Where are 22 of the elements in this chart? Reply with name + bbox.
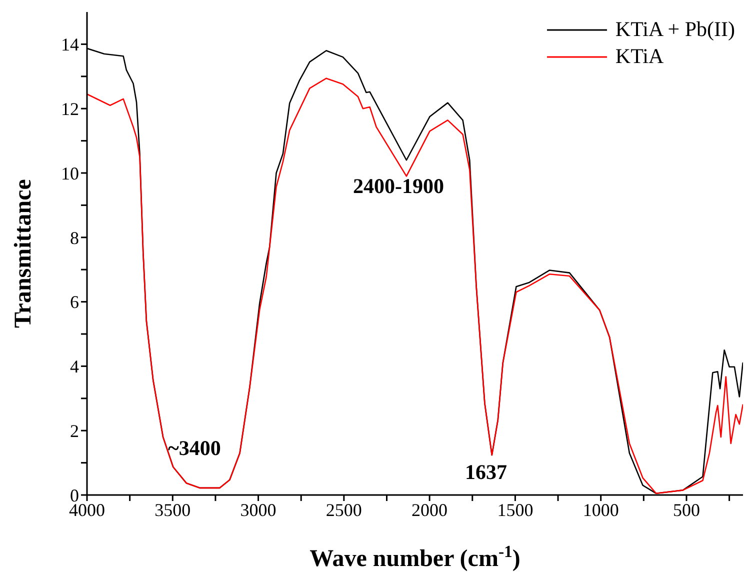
y-tick-label: 0 [70, 485, 79, 506]
y-tick-label: 14 [61, 34, 79, 55]
x-tick-label: 2000 [412, 500, 448, 520]
y-tick-label: 12 [61, 98, 79, 119]
y-tick-label: 4 [70, 356, 79, 377]
x-axis-title: Wave number (cm$^{-1}$) [310, 542, 520, 572]
x-tick-label: 1000 [582, 500, 619, 520]
legend-label: KTiA [615, 43, 664, 70]
x-tick-label: 3000 [240, 500, 276, 520]
y-tick-label: 10 [61, 163, 79, 184]
x-tick-label: 2500 [326, 500, 362, 520]
x-tick-label: 1500 [497, 500, 534, 520]
y-tick-label: 2 [70, 420, 79, 441]
y-tick-label: 6 [70, 292, 79, 312]
annotation: ~3400 [168, 436, 221, 461]
y-tick-label: 8 [70, 228, 79, 248]
y-axis-title: Transmittance [10, 178, 37, 328]
x-tick-label: 500 [672, 500, 700, 520]
annotation: 2400-1900 [353, 174, 444, 199]
legend-label: KTiA + Pb(II) [615, 16, 735, 43]
annotation: 1637 [465, 460, 507, 485]
x-tick-label: 3500 [154, 500, 191, 520]
